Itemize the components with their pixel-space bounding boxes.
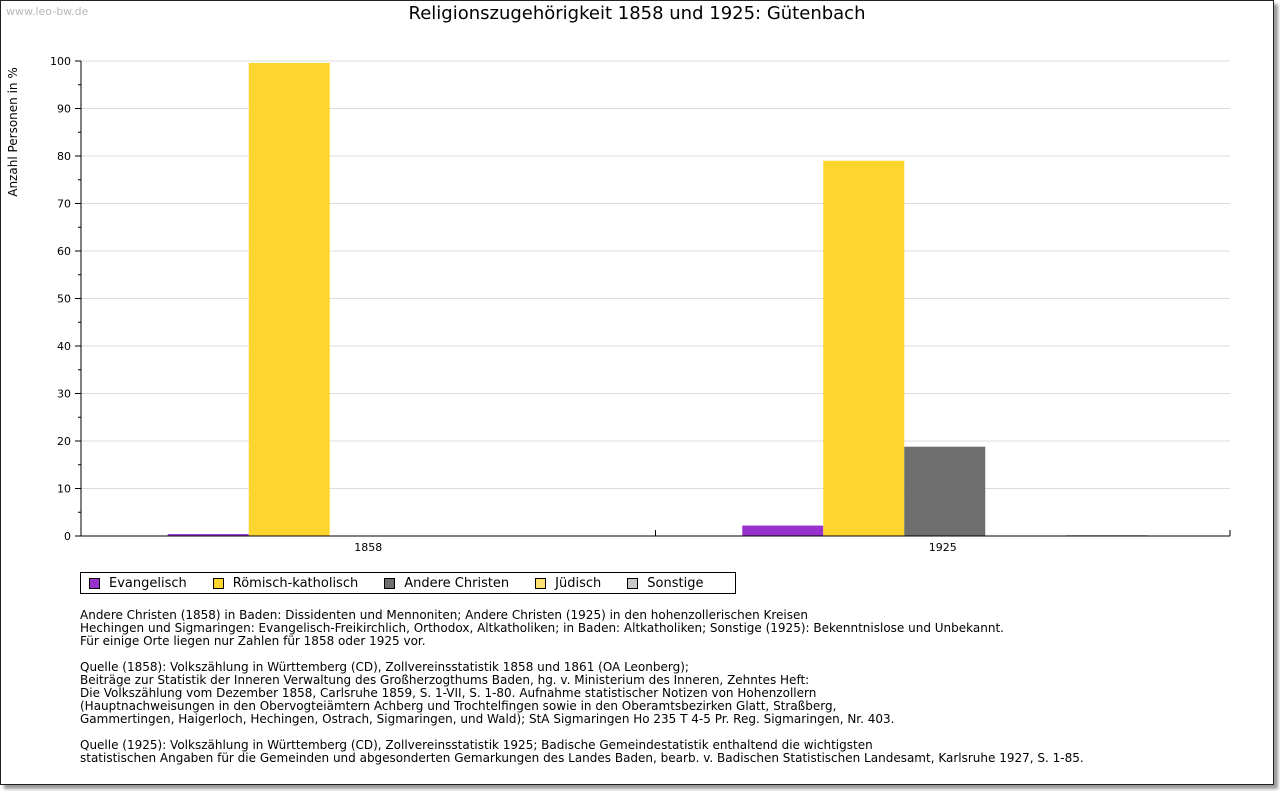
x-tick-label: 1858 bbox=[354, 541, 382, 554]
legend-label: Evangelisch bbox=[109, 575, 187, 591]
legend-item: Römisch-katholisch bbox=[212, 575, 359, 591]
legend-swatch bbox=[384, 577, 396, 589]
y-tick-label: 80 bbox=[57, 150, 71, 163]
x-tick-label: 1925 bbox=[929, 541, 957, 554]
legend: Evangelisch Römisch-katholisch Andere Chri… bbox=[80, 572, 736, 594]
legend-swatch bbox=[89, 577, 100, 589]
note-line: statistischen Angaben für die Gemeinden … bbox=[80, 751, 1084, 765]
legend-item: Sonstige bbox=[627, 576, 703, 591]
bar-evangelisch-1925 bbox=[742, 525, 824, 536]
legend-label: Römisch-katholisch bbox=[232, 575, 359, 591]
legend-swatch bbox=[212, 577, 224, 589]
y-tick-label: 30 bbox=[57, 388, 71, 401]
bar-evangelisch-1858 bbox=[167, 534, 249, 536]
legend-swatch bbox=[627, 577, 639, 589]
legend-item: Jüdisch bbox=[535, 576, 601, 591]
legend-swatch bbox=[535, 577, 547, 589]
note-line: Beiträge zur Statistik der Inneren Verwa… bbox=[80, 673, 810, 687]
note-line: Gammertingen, Haigerloch, Hechingen, Ost… bbox=[80, 712, 895, 726]
watermark: www.leo-bw.de bbox=[6, 5, 89, 18]
note-line: (Hauptnachweisungen in den Obervogteiämt… bbox=[80, 699, 837, 713]
bar-r-misch-katholisch-1858 bbox=[248, 62, 330, 537]
chart-notes: Andere Christen (1858) in Baden: Disside… bbox=[80, 609, 1084, 765]
legend-item: Evangelisch bbox=[89, 576, 187, 591]
y-tick-label: 90 bbox=[57, 103, 71, 116]
y-tick-label: 60 bbox=[57, 245, 71, 258]
legend-item: Andere Christen bbox=[384, 576, 509, 591]
bar-andere-christen-1925 bbox=[904, 446, 986, 536]
note-line: Quelle (1925): Volkszählung in Württembe… bbox=[80, 738, 873, 752]
y-tick-label: 40 bbox=[57, 340, 71, 353]
note-line: Die Volkszählung vom Dezember 1858, Carl… bbox=[80, 686, 817, 700]
note-line: Für einige Orte liegen nur Zahlen für 18… bbox=[80, 634, 426, 648]
bar-r-misch-katholisch-1925 bbox=[823, 160, 905, 536]
legend-label: Sonstige bbox=[647, 575, 704, 591]
chart-title: Religionszugehörigkeit 1858 und 1925: Gü… bbox=[408, 3, 866, 24]
note-line: Hechingen und Sigmaringen: Evangelisch-F… bbox=[80, 621, 1004, 635]
bar-chart: 0 10 20 30 40 50 60 70 80 90 100 1858 1925 bbox=[50, 55, 1231, 554]
y-tick-label: 20 bbox=[57, 435, 71, 448]
legend-label: Jüdisch bbox=[555, 575, 602, 591]
note-line: Andere Christen (1858) in Baden: Disside… bbox=[80, 608, 808, 622]
y-tick-label: 70 bbox=[57, 198, 71, 211]
legend-label: Andere Christen bbox=[404, 575, 510, 591]
y-tick-label: 10 bbox=[57, 483, 71, 496]
y-tick-label: 100 bbox=[50, 55, 71, 68]
note-line: Quelle (1858): Volkszählung in Württembe… bbox=[80, 660, 689, 674]
y-tick-label: 0 bbox=[64, 530, 71, 543]
y-tick-label: 50 bbox=[57, 293, 71, 306]
